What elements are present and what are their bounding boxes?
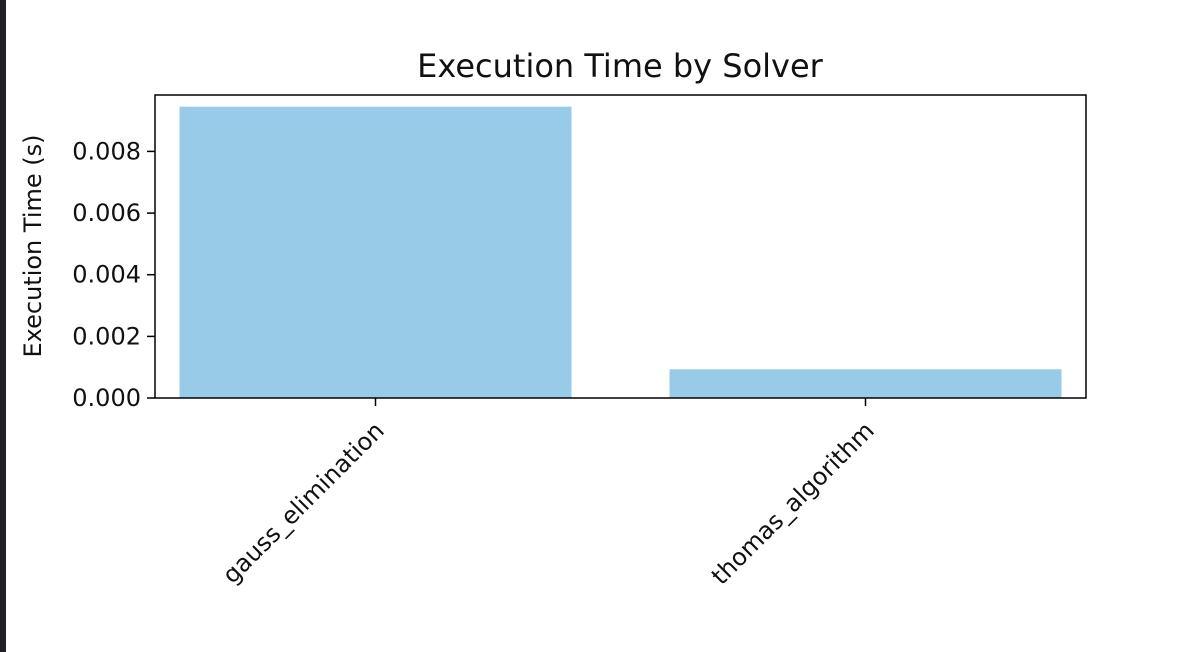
bar-thomas-algorithm bbox=[669, 369, 1062, 398]
x-tick-label: gauss_elimination bbox=[217, 416, 390, 589]
y-tick-label: 0.006 bbox=[72, 199, 141, 227]
y-tick-label: 0.004 bbox=[72, 261, 141, 289]
y-axis: 0.000 0.002 0.004 0.006 0.008 bbox=[72, 137, 155, 412]
y-axis-label: Execution Time (s) bbox=[19, 135, 47, 358]
chart-title: Execution Time by Solver bbox=[417, 47, 824, 85]
bar-gauss-elimination bbox=[179, 106, 572, 398]
y-tick-label: 0.008 bbox=[72, 137, 141, 165]
y-tick-label: 0.000 bbox=[72, 384, 141, 412]
x-tick-label: thomas_algorithm bbox=[706, 416, 880, 590]
window-edge bbox=[0, 0, 6, 652]
bars-layer bbox=[179, 106, 1062, 398]
x-axis: gauss_elimination thomas_algorithm bbox=[217, 398, 880, 590]
y-tick-label: 0.002 bbox=[72, 322, 141, 350]
plot-area-frame bbox=[154, 94, 1087, 399]
